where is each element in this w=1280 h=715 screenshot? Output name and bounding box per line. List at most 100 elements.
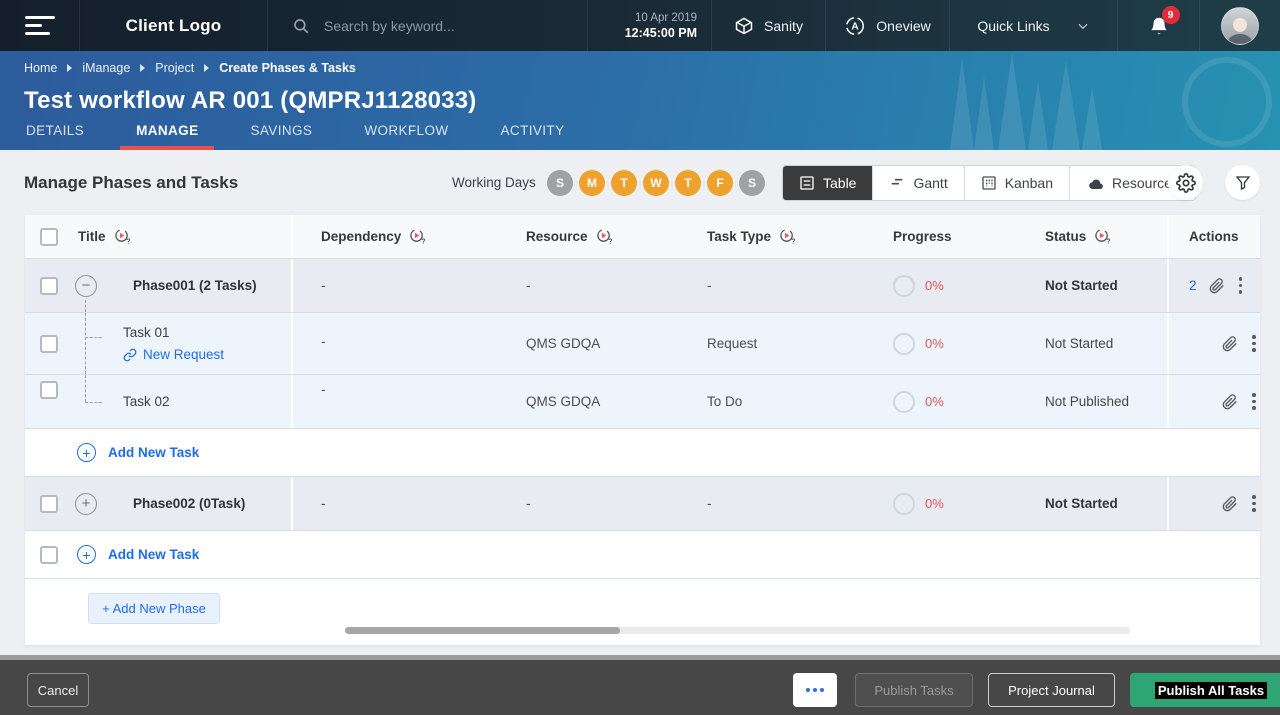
plus-circle-icon[interactable]: + [77, 443, 96, 462]
dependency-value: - [321, 334, 326, 349]
collapse-phase-icon[interactable]: − [75, 274, 97, 297]
new-request-link[interactable]: New Request [123, 347, 224, 362]
column-header-task-type[interactable]: Task Type [707, 229, 772, 244]
more-options-button[interactable] [793, 673, 837, 707]
task-type-value: - [707, 495, 712, 511]
row-checkbox[interactable] [40, 545, 58, 564]
row-menu-icon[interactable] [1250, 493, 1258, 514]
row-checkbox[interactable] [40, 276, 58, 295]
help-play-icon[interactable]: ? [114, 228, 131, 245]
status-value: Not Started [1045, 277, 1118, 293]
working-days-label: Working Days [452, 175, 536, 190]
filter-button[interactable] [1225, 165, 1260, 200]
column-header-progress[interactable]: Progress [893, 229, 952, 244]
view-gantt-button[interactable]: Gantt [873, 165, 965, 200]
row-menu-icon[interactable] [1250, 391, 1258, 412]
progress-value: 0% [925, 496, 944, 511]
help-play-icon[interactable]: ? [409, 228, 426, 245]
paperclip-icon[interactable] [1222, 393, 1238, 410]
resource-value: QMS GDQA [526, 393, 601, 409]
row-menu-icon[interactable] [1250, 333, 1258, 354]
table-row-phase001: − Phase001 (2 Tasks) - - - 0% Not Starte… [25, 259, 1260, 313]
row-checkbox[interactable] [40, 381, 58, 399]
row-checkbox[interactable] [40, 494, 58, 513]
day-toggle-tuesday[interactable]: T [611, 169, 637, 196]
hamburger-menu-button[interactable] [0, 0, 80, 51]
tab-workflow[interactable]: WORKFLOW [364, 123, 449, 138]
day-toggle-wednesday[interactable]: W [643, 169, 669, 196]
attachment-count-link[interactable]: 2 [1189, 278, 1197, 293]
progress-ring [893, 390, 915, 413]
column-header-dependency[interactable]: Dependency [321, 229, 402, 244]
day-toggle-friday[interactable]: F [707, 169, 733, 196]
column-header-status[interactable]: Status [1045, 229, 1087, 244]
user-avatar[interactable] [1200, 0, 1280, 51]
tree-line [85, 402, 102, 403]
add-new-phase-button[interactable]: + Add New Phase [88, 593, 220, 624]
row-checkbox[interactable] [40, 334, 58, 353]
column-header-title[interactable]: Title [78, 229, 106, 244]
scrollbar-thumb[interactable] [345, 627, 620, 634]
quick-links-dropdown[interactable]: Quick Links [950, 0, 1118, 51]
status-value: Not Started [1045, 335, 1114, 351]
tab-details[interactable]: DETAILS [26, 123, 85, 138]
task-type-value: Request [707, 335, 758, 351]
expand-phase-icon[interactable]: + [75, 492, 97, 515]
horizontal-scrollbar[interactable] [345, 627, 1130, 634]
plus-circle-icon[interactable]: + [77, 545, 96, 564]
breadcrumb: Home iManage Project Create Phases & Tas… [24, 61, 356, 75]
brand-logo[interactable]: Client Logo [80, 0, 268, 51]
breadcrumb-separator-icon [140, 64, 146, 72]
svg-text:A: A [852, 21, 860, 32]
cancel-button[interactable]: Cancel [27, 673, 89, 707]
add-new-task-button[interactable]: Add New Task [108, 547, 200, 562]
task-title: Task 01 [123, 325, 170, 340]
day-toggle-monday[interactable]: M [579, 169, 605, 196]
paperclip-icon[interactable] [1209, 277, 1225, 294]
breadcrumb-imanage[interactable]: iManage [82, 61, 131, 75]
view-kanban-label: Kanban [1004, 174, 1053, 191]
nav-sanity-link[interactable]: Sanity [712, 0, 826, 51]
dependency-value: - [321, 382, 326, 397]
select-all-checkbox[interactable] [40, 227, 58, 246]
status-value: Not Started [1045, 495, 1118, 511]
notifications-button[interactable]: 9 [1118, 0, 1200, 51]
global-search-input[interactable]: Search by keyword... [268, 0, 588, 51]
breadcrumb-home[interactable]: Home [24, 61, 58, 75]
nav-oneview-link[interactable]: A Oneview [826, 0, 950, 51]
project-journal-button[interactable]: Project Journal [988, 673, 1115, 707]
day-toggle-saturday[interactable]: S [739, 169, 765, 196]
view-kanban-button[interactable]: Kanban [964, 165, 1070, 200]
progress-ring [893, 332, 915, 355]
tab-savings[interactable]: SAVINGS [250, 123, 313, 138]
publish-tasks-button[interactable]: Publish Tasks [855, 673, 973, 707]
help-play-icon[interactable]: ? [596, 228, 613, 245]
day-toggle-thursday[interactable]: T [675, 169, 701, 196]
tab-activity[interactable]: ACTIVITY [500, 123, 565, 138]
tree-line [85, 313, 86, 374]
breadcrumb-project[interactable]: Project [155, 61, 195, 75]
progress-value: 0% [925, 278, 944, 293]
resource-value: - [526, 495, 531, 511]
oneview-label: Oneview [876, 17, 931, 34]
filter-funnel-icon [1234, 174, 1252, 192]
add-new-task-button[interactable]: Add New Task [108, 445, 200, 460]
view-gantt-label: Gantt [913, 174, 948, 191]
tab-manage[interactable]: MANAGE [119, 115, 215, 150]
resource-value: - [526, 277, 531, 293]
publish-all-tasks-button[interactable]: Publish All Tasks [1130, 673, 1280, 707]
link-chain-icon [123, 348, 137, 362]
view-table-button[interactable]: Table [783, 165, 874, 200]
day-toggle-sunday[interactable]: S [547, 169, 573, 196]
breadcrumb-separator-icon [67, 64, 73, 72]
publish-all-tasks-label: Publish All Tasks [1154, 681, 1268, 699]
paperclip-icon[interactable] [1222, 335, 1238, 352]
row-menu-icon[interactable] [1237, 275, 1245, 296]
cloud-icon [1086, 176, 1104, 190]
settings-button[interactable] [1168, 165, 1203, 200]
help-play-icon[interactable]: ? [1094, 228, 1111, 245]
column-header-resource[interactable]: Resource [526, 229, 588, 244]
search-icon [292, 17, 310, 35]
help-play-icon[interactable]: ? [779, 228, 796, 245]
paperclip-icon[interactable] [1222, 495, 1238, 512]
